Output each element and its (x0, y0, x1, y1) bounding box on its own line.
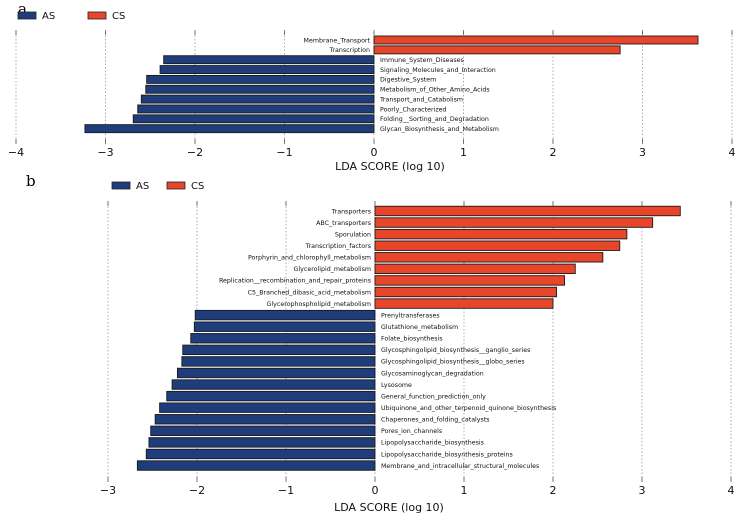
bar-label: Glycan_Biosynthesis_and_Metabolism (380, 126, 499, 133)
bar-label: Membrane_and_intracellular_structural_mo… (381, 463, 539, 470)
bar-as (145, 84, 375, 94)
bar-cs (374, 263, 576, 275)
bar-as (137, 104, 375, 114)
legend-label-cs: CS (112, 11, 125, 22)
bar-label: Transport_and_Catabolism (379, 96, 463, 103)
bar-label: Lysosome (381, 382, 412, 389)
bar-cs (374, 228, 628, 240)
x-tick-label: 1 (460, 146, 467, 159)
x-tick-label: 0 (371, 146, 378, 159)
bar-as (181, 356, 376, 367)
bar-label: Glutathione_metabolism (381, 324, 458, 331)
x-tick-label: 0 (372, 484, 379, 497)
bar-label: Transcription_factors (305, 243, 371, 250)
panel-b-label: b (26, 172, 36, 190)
bar-label: Chaperones_and_folding_catalysts (381, 417, 490, 424)
bar-cs (374, 275, 566, 286)
bar-as (190, 333, 376, 344)
bar-label: Sporulation (335, 231, 371, 238)
chart-a: AS CS −4 −3 −2 −1 0 1 2 3 4 LDA SCORE (log 10) Membr… (8, 11, 736, 173)
x-tick-label: −3 (100, 484, 116, 497)
x-tick-label: 3 (639, 484, 646, 497)
bar-label: Signaling_Molecules_and_Interaction (380, 67, 496, 74)
bar-label: Transporters (331, 208, 371, 215)
bar-as (150, 425, 376, 437)
bar-label: Glycosphingolipid_biosynthesis__ganglio_… (381, 347, 530, 354)
chart-b: AS CS −3 −2 −1 0 1 2 3 4 LDA SCORE (log 10) Transpo… (100, 181, 735, 514)
legend-label-as: AS (42, 11, 55, 22)
bar-cs (374, 205, 681, 217)
x-tick-label: 3 (639, 146, 646, 159)
bar-label: ABC_transporters (316, 220, 371, 227)
bar-label: Porphyrin_and_chlorophyll_metabolism (248, 255, 371, 262)
bar-cs (374, 217, 654, 228)
bar-label: C5_Branched_dibasic_acid_metabolism (248, 289, 371, 296)
x-tick-label: −1 (278, 484, 294, 497)
bar-as (146, 74, 375, 84)
bar-as (163, 55, 375, 65)
legend-swatch-cs (87, 11, 107, 20)
bar-label: Digestive_System (380, 77, 436, 84)
x-tick-label: 4 (728, 484, 735, 497)
bar-label: Poorly_Characterized (380, 106, 447, 113)
bar-as (182, 344, 376, 356)
panel-a-label: a (18, 0, 27, 18)
bar-as (166, 390, 376, 402)
bar-as (176, 367, 376, 379)
x-tick-label: 1 (461, 484, 468, 497)
bar-label: Lipopolysaccharide_biosynthesis (381, 440, 484, 447)
bar-cs (373, 35, 699, 45)
bar-label: Glycosaminoglycan_degradation (381, 370, 484, 377)
bar-label: Glycerophospholipid_metabolism (267, 301, 371, 308)
legend-label-as: AS (136, 181, 149, 192)
bar-as (171, 379, 376, 390)
bar-label: Ubiquinone_and_other_terpenoid_quinone_b… (381, 405, 556, 412)
bar-cs (374, 252, 604, 263)
x-tick-label: −2 (189, 484, 205, 497)
bar-as (193, 321, 376, 332)
legend-swatch-as (111, 181, 131, 190)
x-axis-title: LDA SCORE (log 10) (335, 160, 445, 173)
x-tick-label: −4 (8, 146, 24, 159)
bar-as (159, 65, 375, 75)
bar-label: Lipopolysaccharide_biosynthesis_proteins (381, 451, 513, 458)
x-axis-title: LDA SCORE (log 10) (334, 501, 444, 514)
bar-cs (374, 286, 558, 298)
bar-as (84, 124, 375, 134)
bar-label: Membrane_Transport (304, 37, 371, 44)
bar-label: Glycerolipid_metabolism (294, 266, 371, 273)
bar-label: Prenyltransferases (381, 312, 440, 319)
x-tick-label: −3 (97, 146, 113, 159)
bar-label: Pores_ion_channels (381, 428, 442, 435)
legend-swatch-cs (166, 181, 186, 190)
bar-as (145, 448, 376, 460)
bar-as (136, 460, 376, 471)
bar-as (194, 309, 376, 321)
bar-cs (374, 240, 621, 251)
x-tick-label: 2 (550, 484, 557, 497)
bar-as (154, 414, 376, 425)
x-tick-label: −1 (276, 146, 292, 159)
x-tick-label: 4 (729, 146, 736, 159)
bar-label: Replication__recombination_and_repair_pr… (219, 278, 371, 285)
bar-cs (373, 45, 621, 55)
bar-cs (374, 298, 554, 309)
bar-label: Glycosphingolipid_biosynthesis__globo_se… (381, 359, 525, 366)
bar-label: Transcription (329, 47, 371, 54)
bar-as (159, 402, 376, 413)
bar-as (140, 94, 375, 104)
bar-as (132, 114, 375, 124)
bar-label: Immune_System_Diseases (380, 57, 464, 64)
bar-label: Folding__Sorting_and_Degradation (380, 116, 489, 123)
legend-swatch-as (17, 11, 37, 20)
bar-label: Folate_biosynthesis (381, 336, 443, 343)
x-tick-label: 2 (550, 146, 557, 159)
bar-as (148, 437, 376, 448)
x-tick-label: −2 (187, 146, 203, 159)
legend-label-cs: CS (191, 181, 204, 192)
bar-label: General_function_prediction_only (381, 393, 486, 400)
bar-label: Metabolism_of_Other_Amino_Acids (380, 87, 490, 94)
